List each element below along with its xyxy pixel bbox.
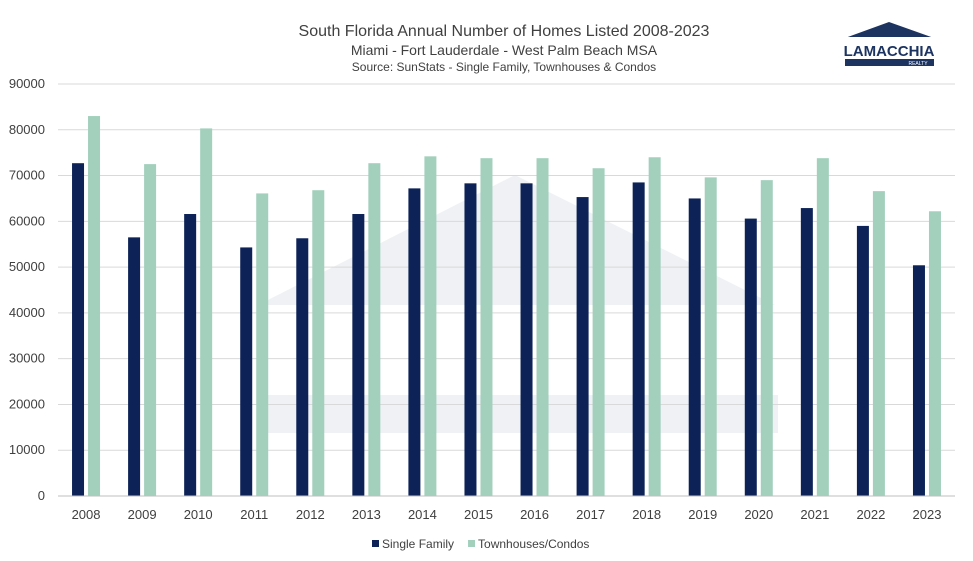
- bar-townhouses-condos-2010: [200, 128, 213, 496]
- chart-source: Source: SunStats - Single Family, Townho…: [352, 60, 656, 74]
- chart-title: South Florida Annual Number of Homes Lis…: [299, 23, 710, 40]
- x-tick-label: 2010: [184, 507, 213, 522]
- y-tick-label: 0: [38, 488, 45, 503]
- bar-townhouses-condos-2020: [760, 180, 773, 496]
- bar-single-family-2016: [520, 183, 533, 497]
- y-axis-ticks: 0 10000 20000 30000 40000 50000 60000 70000 8000…: [9, 76, 45, 503]
- lamacchia-logo: LAMACCHIA REALTY: [844, 22, 935, 67]
- bar-single-family-2020: [744, 218, 757, 496]
- legend-swatch: [468, 540, 476, 547]
- y-tick-label: 40000: [9, 305, 45, 320]
- bars: [72, 116, 941, 497]
- bar-single-family-2021: [800, 208, 813, 496]
- bar-townhouses-condos-2009: [144, 164, 157, 496]
- bar-single-family-2022: [856, 225, 869, 496]
- bar-single-family-2012: [296, 238, 309, 496]
- y-tick-label: 30000: [9, 351, 45, 366]
- legend-swatch: [372, 540, 379, 547]
- x-tick-label: 2016: [520, 507, 549, 522]
- chart-subtitle: Miami - Fort Lauderdale - West Palm Beac…: [351, 42, 658, 58]
- y-tick-label: 50000: [9, 259, 45, 274]
- bar-townhouses-condos-2017: [592, 168, 605, 496]
- bar-townhouses-condos-2011: [256, 193, 269, 497]
- y-tick-label: 60000: [9, 213, 45, 228]
- bar-single-family-2013: [352, 214, 365, 496]
- x-tick-label: 2018: [632, 507, 661, 522]
- x-tick-label: 2008: [72, 507, 101, 522]
- bar-townhouses-condos-2019: [704, 177, 717, 497]
- bar-townhouses-condos-2018: [648, 157, 661, 496]
- logo-subtext: REALTY: [908, 61, 928, 67]
- x-tick-label: 2013: [352, 507, 381, 522]
- bar-single-family-2009: [128, 237, 141, 496]
- x-tick-label: 2019: [688, 507, 717, 522]
- bar-townhouses-condos-2012: [312, 190, 325, 496]
- bar-single-family-2011: [240, 247, 253, 496]
- bar-townhouses-condos-2016: [536, 158, 549, 496]
- legend-label: Townhouses/Condos: [478, 537, 589, 551]
- y-tick-label: 70000: [9, 168, 45, 183]
- x-tick-label: 2014: [408, 507, 437, 522]
- bar-single-family-2008: [72, 163, 85, 496]
- x-tick-label: 2012: [296, 507, 325, 522]
- bar-townhouses-condos-2023: [928, 211, 941, 497]
- x-tick-label: 2020: [744, 507, 773, 522]
- bar-single-family-2019: [688, 198, 701, 496]
- logo-text: LAMACCHIA: [844, 43, 935, 60]
- bar-townhouses-condos-2014: [424, 156, 437, 496]
- bar-single-family-2017: [576, 197, 589, 496]
- x-axis-ticks: 2008 2009 2010 2011 2012 2013 2014 2015 2016 2017…: [72, 507, 942, 522]
- x-tick-label: 2023: [913, 507, 942, 522]
- bar-single-family-2015: [464, 183, 477, 497]
- y-tick-label: 80000: [9, 122, 45, 137]
- x-tick-label: 2021: [800, 507, 829, 522]
- y-tick-label: 20000: [9, 396, 45, 411]
- bar-single-family-2023: [912, 265, 925, 496]
- x-tick-label: 2017: [576, 507, 605, 522]
- bar-townhouses-condos-2021: [816, 158, 829, 496]
- bar-single-family-2014: [408, 188, 421, 496]
- y-tick-label: 90000: [9, 76, 45, 91]
- bar-townhouses-condos-2013: [368, 163, 381, 496]
- bar-single-family-2018: [632, 182, 645, 496]
- legend: Single Family Townhouses/Condos: [372, 537, 589, 551]
- x-tick-label: 2011: [240, 507, 268, 522]
- bar-single-family-2010: [184, 214, 197, 496]
- bar-townhouses-condos-2008: [88, 116, 101, 497]
- legend-label: Single Family: [382, 537, 454, 551]
- x-tick-label: 2015: [464, 507, 493, 522]
- x-tick-label: 2022: [856, 507, 885, 522]
- x-tick-label: 2009: [128, 507, 157, 522]
- y-tick-label: 10000: [9, 442, 45, 457]
- bar-townhouses-condos-2022: [872, 191, 885, 496]
- bar-townhouses-condos-2015: [480, 158, 493, 496]
